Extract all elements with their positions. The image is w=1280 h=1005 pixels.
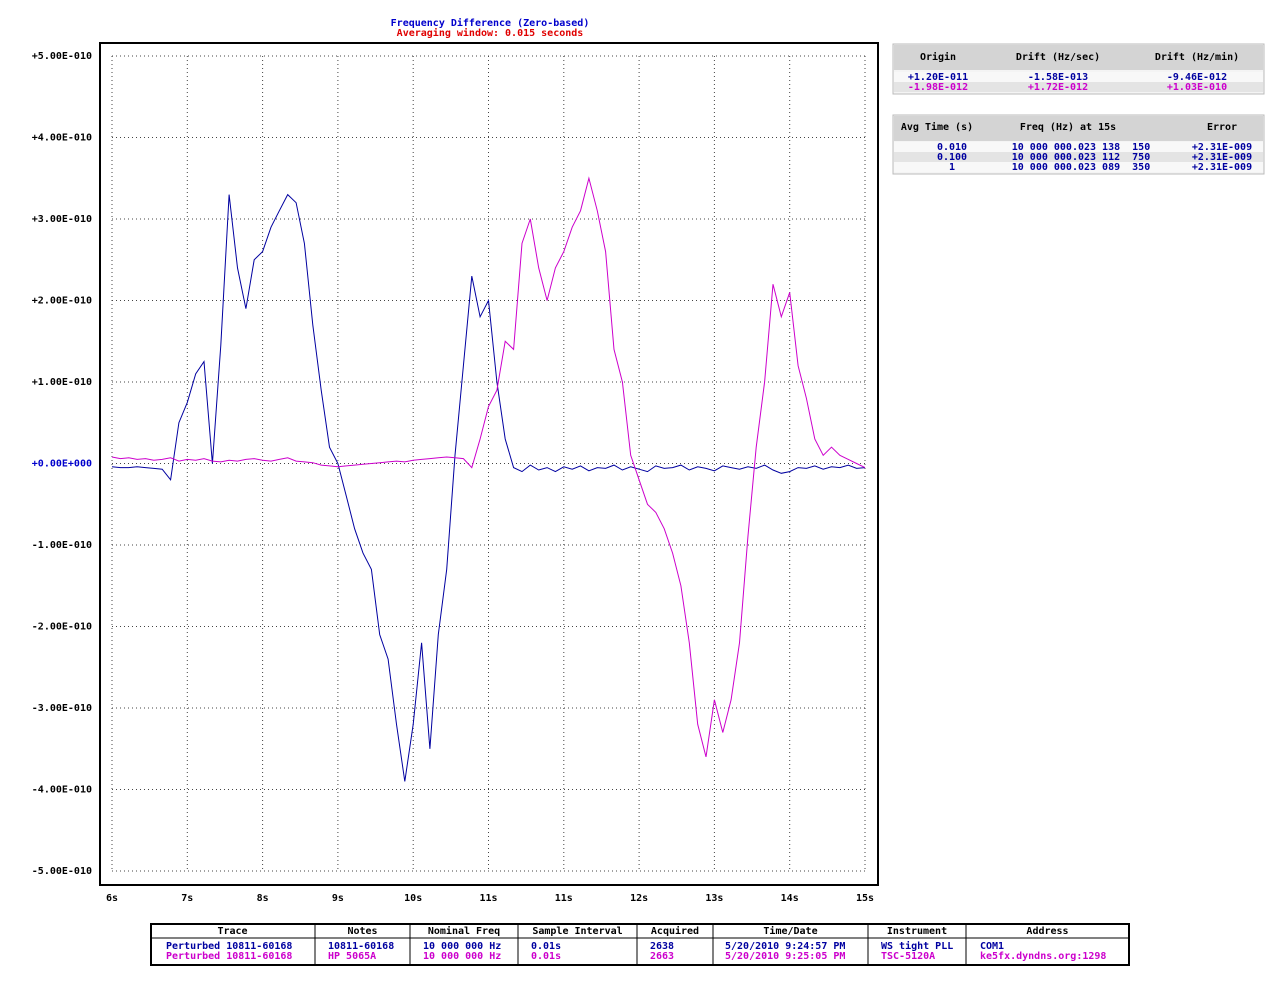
table-header-text: Trace [217, 926, 247, 937]
x-tick-label: 14s [781, 893, 799, 904]
x-tick-label: 11s [479, 893, 497, 904]
table-header-text: Origin [920, 51, 956, 63]
x-tick-label: 13s [705, 893, 723, 904]
table-cell: -9.46E-012 [1167, 72, 1227, 83]
table-header-text: Nominal Freq [428, 925, 500, 937]
table-cell: Perturbed 10811-60168 [166, 951, 292, 962]
table-header [894, 45, 1263, 70]
table-header-text: Drift (Hz/sec) [1016, 51, 1100, 63]
table-cell: -1.58E-013 [1028, 72, 1088, 83]
y-tick-label: +3.00E-010 [32, 214, 92, 225]
table-row [894, 72, 1263, 82]
table-row [894, 162, 1263, 172]
table-cell: 2663 [650, 951, 674, 962]
table-cell: 5/20/2010 9:24:57 PM [725, 941, 845, 952]
y-tick-label: -3.00E-010 [32, 703, 92, 714]
table-header-text: Time/Date [763, 925, 817, 937]
y-tick-label: +0.00E+000 [32, 459, 92, 470]
table-header-text: Freq (Hz) at 15s [1020, 122, 1116, 133]
table-cell: 10 000 000.023 138 150 [1012, 142, 1150, 153]
table-cell: 10 000 000 Hz [423, 941, 501, 952]
table-row [894, 152, 1263, 162]
y-tick-label: +4.00E-010 [32, 133, 92, 144]
y-tick-label: -4.00E-010 [32, 785, 92, 796]
x-tick-label: 8s [257, 893, 269, 904]
table-cell: Perturbed 10811-60168 [166, 941, 292, 952]
x-tick-label: 10s [404, 893, 422, 904]
table-cell: 0.01s [531, 941, 561, 952]
table-cell: +2.31E-009 [1192, 162, 1252, 173]
y-tick-label: +2.00E-010 [32, 296, 92, 307]
table-header-text: Address [1026, 926, 1068, 937]
table-header-text: Error [1207, 122, 1237, 133]
x-tick-label: 12s [630, 893, 648, 904]
table-cell: 10 000 000 Hz [423, 951, 501, 962]
table-cell: 1 [949, 162, 955, 173]
x-tick-label: 7s [181, 893, 193, 904]
table-cell: 10 000 000.023 089 350 [1012, 162, 1150, 173]
table-cell: +1.72E-012 [1028, 82, 1088, 93]
y-tick-label: -5.00E-010 [32, 866, 92, 877]
table-cell: 0.01s [531, 951, 561, 962]
table-cell: -1.98E-012 [908, 82, 968, 93]
table-row [894, 82, 1263, 92]
table-cell: 5/20/2010 9:25:05 PM [725, 951, 845, 962]
x-tick-label: 9s [332, 893, 344, 904]
table-cell: 0.010 [937, 142, 967, 153]
table-header-text: Avg Time (s) [901, 121, 973, 133]
table-row [894, 142, 1263, 152]
series-line [111, 176, 866, 758]
table-cell: +1.03E-010 [1167, 82, 1227, 93]
table-cell: +2.31E-009 [1192, 152, 1252, 163]
y-tick-label: -2.00E-010 [32, 622, 92, 633]
table-cell: TSC-5120A [881, 951, 935, 962]
table-cell: COM1 [980, 941, 1004, 952]
y-tick-label: +5.00E-010 [32, 51, 92, 62]
table-header-text: Instrument [887, 926, 947, 937]
chart-title: Frequency Difference (Zero-based) [391, 17, 590, 29]
table-header-text: Acquired [651, 925, 699, 937]
plot-frame [99, 42, 879, 886]
table-cell: 0.100 [937, 152, 967, 163]
table-cell: 10811-60168 [328, 941, 394, 952]
table-cell: WS tight PLL [881, 940, 953, 952]
table-header-text: Notes [347, 926, 377, 937]
y-tick-label: -1.00E-010 [32, 540, 92, 551]
table-cell: +1.20E-011 [908, 72, 968, 83]
table-cell: HP 5065A [328, 951, 376, 962]
x-tick-label: 15s [856, 893, 874, 904]
series-line [111, 193, 866, 782]
table-cell: 10 000 000.023 112 750 [1012, 152, 1150, 163]
x-tick-label: 6s [106, 893, 118, 904]
table-cell: ke5fx.dyndns.org:1298 [980, 951, 1106, 962]
x-tick-label: 11s [555, 893, 573, 904]
y-tick-label: +1.00E-010 [32, 377, 92, 388]
chart-subtitle: Averaging window: 0.015 seconds [397, 27, 584, 39]
table-cell: 2638 [650, 941, 674, 952]
table-header-text: Sample Interval [532, 926, 622, 937]
table-header-text: Drift (Hz/min) [1155, 51, 1239, 63]
table-cell: +2.31E-009 [1192, 142, 1252, 153]
table-header [894, 116, 1263, 141]
